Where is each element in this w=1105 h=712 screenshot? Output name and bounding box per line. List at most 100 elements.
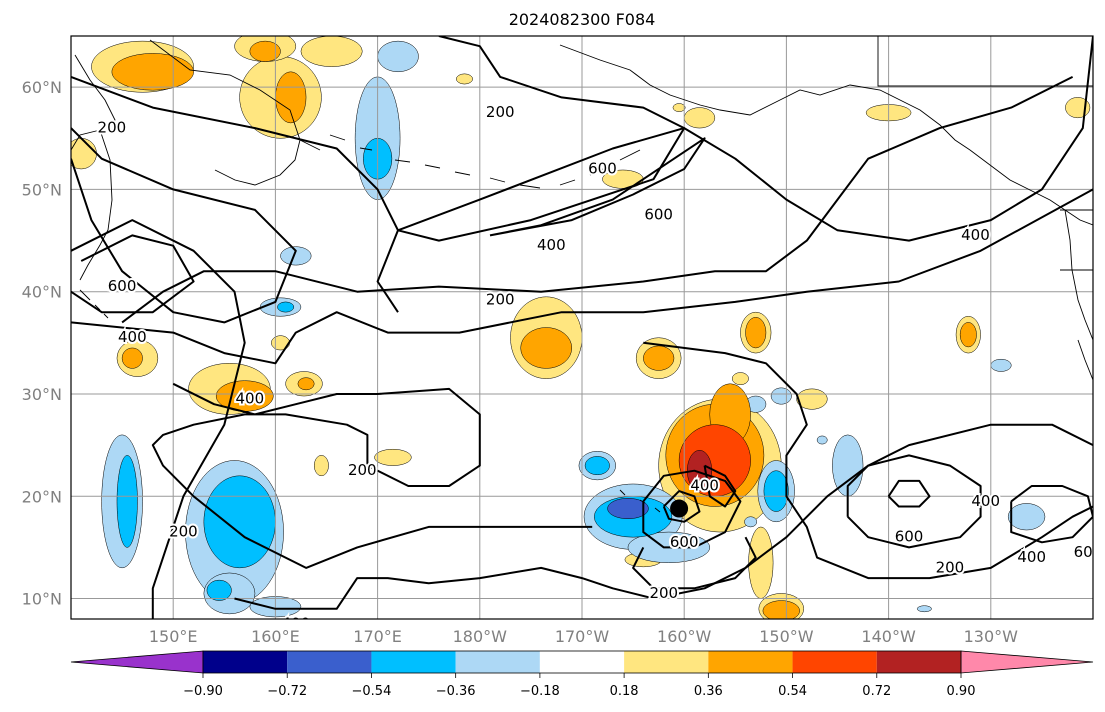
shaded-region xyxy=(271,335,290,351)
shaded-region xyxy=(280,246,312,266)
shaded-region xyxy=(275,71,307,124)
latitude-tick-label: 50°N xyxy=(22,180,62,199)
colorbar-segment xyxy=(708,651,793,673)
longitude-tick-labels: 150°E 160°E 170°E 180°W 170°W 160°W 150°W 140°W… xyxy=(149,627,1018,646)
contour-line xyxy=(376,36,1093,313)
shaded-region xyxy=(377,40,419,73)
storm-center-dot xyxy=(670,499,689,518)
shaded-region xyxy=(249,40,281,62)
contour-line xyxy=(121,76,1074,324)
contour-line xyxy=(643,341,1093,580)
coastline-us-west xyxy=(1064,209,1093,341)
contour-label: 600 xyxy=(895,528,924,546)
contour-line xyxy=(846,454,982,549)
coastline-kuril-islands xyxy=(79,289,109,319)
contour-line xyxy=(71,234,195,314)
longitude-tick-label: 170°W xyxy=(555,627,610,646)
coastline-alaska xyxy=(559,44,1093,226)
shaded-region xyxy=(300,36,363,67)
contour-label: 400 xyxy=(282,615,311,633)
latitude-tick-label: 30°N xyxy=(22,385,62,404)
contour-label: 600 xyxy=(670,533,699,551)
contour-label: 600 xyxy=(644,205,673,223)
contour-line xyxy=(662,490,701,523)
contour-line xyxy=(703,464,737,508)
colorbar-segment xyxy=(455,651,540,673)
contour-label: 600 xyxy=(108,277,137,295)
colorbar-tick-label: −0.72 xyxy=(267,684,307,699)
contour-line xyxy=(71,127,297,324)
contour-lines xyxy=(71,36,1093,619)
contour-label: 200 xyxy=(348,461,377,479)
colorbar-segment xyxy=(287,651,372,673)
contour-label: 600 xyxy=(588,159,617,177)
longitude-tick-label: 150°W xyxy=(759,627,814,646)
contour-label: 400 xyxy=(118,328,147,346)
contour-label: 200 xyxy=(169,523,198,541)
contour-line xyxy=(489,137,706,237)
colorbar-segment xyxy=(539,651,625,673)
contour-label: 400 xyxy=(1017,548,1046,566)
colorbar-tick-label: 0.72 xyxy=(862,684,891,699)
colorbar-segment xyxy=(792,651,877,673)
shaded-region xyxy=(607,498,649,520)
colorbar-tick-label: 0.54 xyxy=(778,684,807,699)
longitude-tick-label: 180°W xyxy=(453,627,508,646)
shaded-region xyxy=(770,387,792,405)
latitude-tick-label: 10°N xyxy=(22,590,62,609)
latitude-tick-label: 40°N xyxy=(22,283,62,302)
shaded-region xyxy=(816,435,828,445)
shaded-region xyxy=(959,322,977,348)
contour-labels: 200 200 600 600 400 200 400 600 400 400 200 200 400 4… xyxy=(96,101,1093,633)
shaded-region xyxy=(672,103,686,112)
shaded-region xyxy=(456,73,473,85)
shaded-region xyxy=(731,372,749,386)
colorbar: −0.90 −0.72 −0.54 −0.36 −0.18 0.18 0.36 0.54 0.7… xyxy=(70,650,1094,699)
colorbar-tick-label: −0.54 xyxy=(352,684,392,699)
colorbar-segment xyxy=(203,651,288,673)
colorbar-tick-label: −0.18 xyxy=(520,684,560,699)
contour-line xyxy=(71,219,246,619)
shaded-region xyxy=(762,600,800,619)
colorbar-tick-label: 0.90 xyxy=(947,684,976,699)
longitude-tick-label: 150°E xyxy=(149,627,198,646)
coastlines xyxy=(71,36,1093,513)
shaded-region xyxy=(745,317,767,349)
contour-label: 200 xyxy=(486,290,515,308)
coastline-mexico xyxy=(1077,339,1093,381)
shaded-region xyxy=(203,475,276,569)
longitude-tick-label: 160°W xyxy=(657,627,712,646)
shaded-region xyxy=(111,53,194,91)
latitude-tick-label: 20°N xyxy=(22,487,62,506)
colorbar-tick-label: 0.36 xyxy=(694,684,723,699)
contour-line xyxy=(642,469,742,549)
shaded-region xyxy=(1007,503,1046,531)
shaded-region xyxy=(990,358,1012,372)
coastline-aleutian-islands xyxy=(329,134,641,189)
latitude-tick-labels: 10°N 20°N 30°N 40°N 50°N 60°N xyxy=(22,78,62,608)
contour-line xyxy=(887,479,931,508)
shaded-region xyxy=(916,605,932,613)
contour-label: 200 xyxy=(649,584,678,602)
colorbar-segment xyxy=(876,651,961,673)
map-title: 2024082300 F084 xyxy=(509,10,656,29)
contour-line xyxy=(632,536,757,590)
contour-label: 200 xyxy=(98,119,127,137)
contour-label: 400 xyxy=(690,477,719,495)
colorbar-segment xyxy=(624,651,709,673)
shaded-region xyxy=(277,301,295,313)
contour-label: 400 xyxy=(961,226,990,244)
colorbar-segment xyxy=(371,651,456,673)
longitude-tick-label: 160°E xyxy=(251,627,300,646)
shaded-region xyxy=(313,455,329,477)
contour-line xyxy=(1010,485,1093,544)
colorbar-outline xyxy=(202,650,962,674)
longitude-tick-label: 130°W xyxy=(964,627,1019,646)
shaded-region xyxy=(687,449,713,492)
contour-label: 400 xyxy=(537,236,566,254)
longitude-tick-label: 140°W xyxy=(861,627,916,646)
coastline-kamchatka xyxy=(71,54,116,281)
contour-line xyxy=(151,382,593,569)
contour-line xyxy=(71,188,1093,365)
